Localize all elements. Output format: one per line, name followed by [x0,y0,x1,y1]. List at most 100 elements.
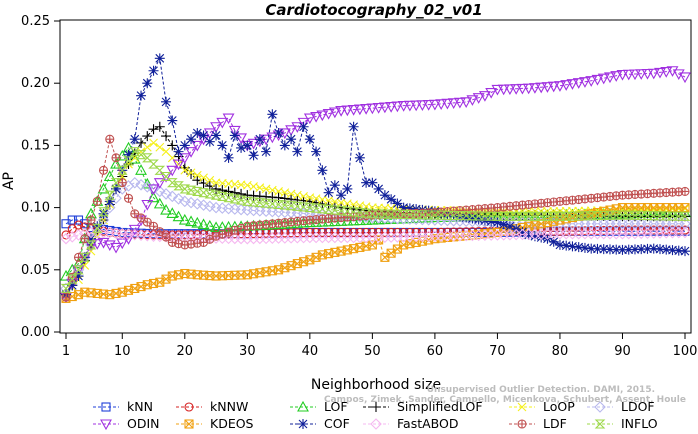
data-point-odin [416,100,429,111]
data-point-cof [561,240,572,251]
data-point-cof [623,244,634,255]
data-point-cof [211,130,222,141]
data-point-inflo [210,190,222,200]
legend-marker-fastabod [370,418,382,430]
data-point-odin [347,105,360,116]
data-point-inflo [404,210,416,220]
data-point-cof [98,208,109,219]
data-point-inflo [273,199,284,210]
legend-label-kdeos: KDEOS [210,416,254,431]
data-point-cof [629,244,640,255]
data-point-inflo [123,156,134,166]
data-point-cof [598,244,609,255]
data-point-cof [111,183,122,194]
data-point-lof [210,221,222,233]
data-point-cof [342,183,353,194]
data-point-odin [535,82,548,94]
data-point-odin [610,71,623,82]
data-point-odin [303,113,316,125]
legend-marker-knnw [184,402,194,412]
data-point-cof [517,227,528,238]
data-point-odin [566,79,579,90]
data-point-odin [341,105,354,117]
data-point-inflo [604,210,616,220]
data-point-loop [205,175,215,185]
data-point-inflo [292,201,303,211]
data-point-cof [592,243,603,254]
data-point-cof [573,242,584,253]
data-point-inflo [529,211,541,221]
data-point-inflo [191,186,203,196]
data-point-odin [503,84,516,96]
data-point-cof [386,194,397,205]
data-point-inflo [454,211,466,221]
data-point-inflo [254,198,266,208]
data-point-cof [292,146,303,157]
data-point-cof [586,243,597,254]
data-point-odin [597,73,610,85]
data-point-knnw [392,227,402,238]
legend-item-cof: COF [290,416,350,431]
data-point-loop [155,142,165,152]
data-point-odin [372,103,385,114]
data-point-cof [179,140,190,151]
data-point-inflo [310,203,322,213]
x-tick-label: 90 [614,344,631,359]
data-point-inflo [548,211,560,221]
chart-title: Cardiotocography_02_v01 [265,1,482,19]
data-point-inflo [179,184,191,194]
data-point-ldof [179,195,191,208]
data-point-lof [185,215,197,227]
data-point-cof [329,180,340,191]
y-axis-title: AP [1,172,17,190]
data-point-odin [447,98,460,109]
data-point-odin [366,103,379,115]
series-line-kdeos [65,207,685,299]
data-point-inflo [385,209,397,219]
data-point-odin [153,178,166,189]
data-point-odin [216,117,229,129]
data-point-odin [641,68,654,80]
data-point-cof [654,244,665,255]
x-tick-label: 80 [552,344,569,359]
data-point-inflo [354,208,366,218]
legend-item-knnw: kNNW [176,399,248,414]
data-point-cof [167,115,178,126]
data-point-inflo [285,201,297,211]
data-point-cof [617,244,628,255]
x-tick-label: 50 [364,344,381,359]
data-point-inflo [229,194,241,204]
data-point-inflo [554,211,566,221]
data-point-odin [191,140,204,152]
legend-label-loop: LoOP [543,399,575,414]
data-point-odin [385,102,398,113]
y-tick-label: 0.00 [21,325,50,340]
data-point-cof [680,246,690,257]
data-point-inflo [579,211,591,221]
data-point-inflo [642,211,653,221]
data-point-inflo [398,209,409,219]
data-point-cof [204,136,215,147]
data-point-fastabod [679,226,691,239]
data-point-simplifiedlof [229,187,240,198]
data-point-knnw [299,228,309,238]
data-point-cof [229,130,240,141]
data-point-ldf [524,199,534,210]
data-point-ldof [166,190,179,203]
data-point-cof [73,271,84,282]
data-point-knnw [274,228,284,238]
data-point-ldf [261,219,271,229]
data-point-ldf [123,193,134,203]
plot-area: 0.00 0.05 0.10 0.15 0.20 0.25 1 10 20 30 40 50 60 70 8… [21,14,697,359]
data-point-ldf [580,194,590,204]
data-point-fastabod [66,231,79,243]
data-point-simplifiedlof [236,188,247,199]
data-point-cof [254,134,265,145]
credit-line-2: Campos, Zimek, Sander, Campello, Micenko… [324,395,686,405]
data-point-inflo [98,207,109,217]
data-point-ldf [155,227,165,237]
data-point-cof [223,152,234,163]
series-odin [60,66,691,304]
data-point-lof [172,210,185,222]
data-point-inflo [635,210,647,220]
